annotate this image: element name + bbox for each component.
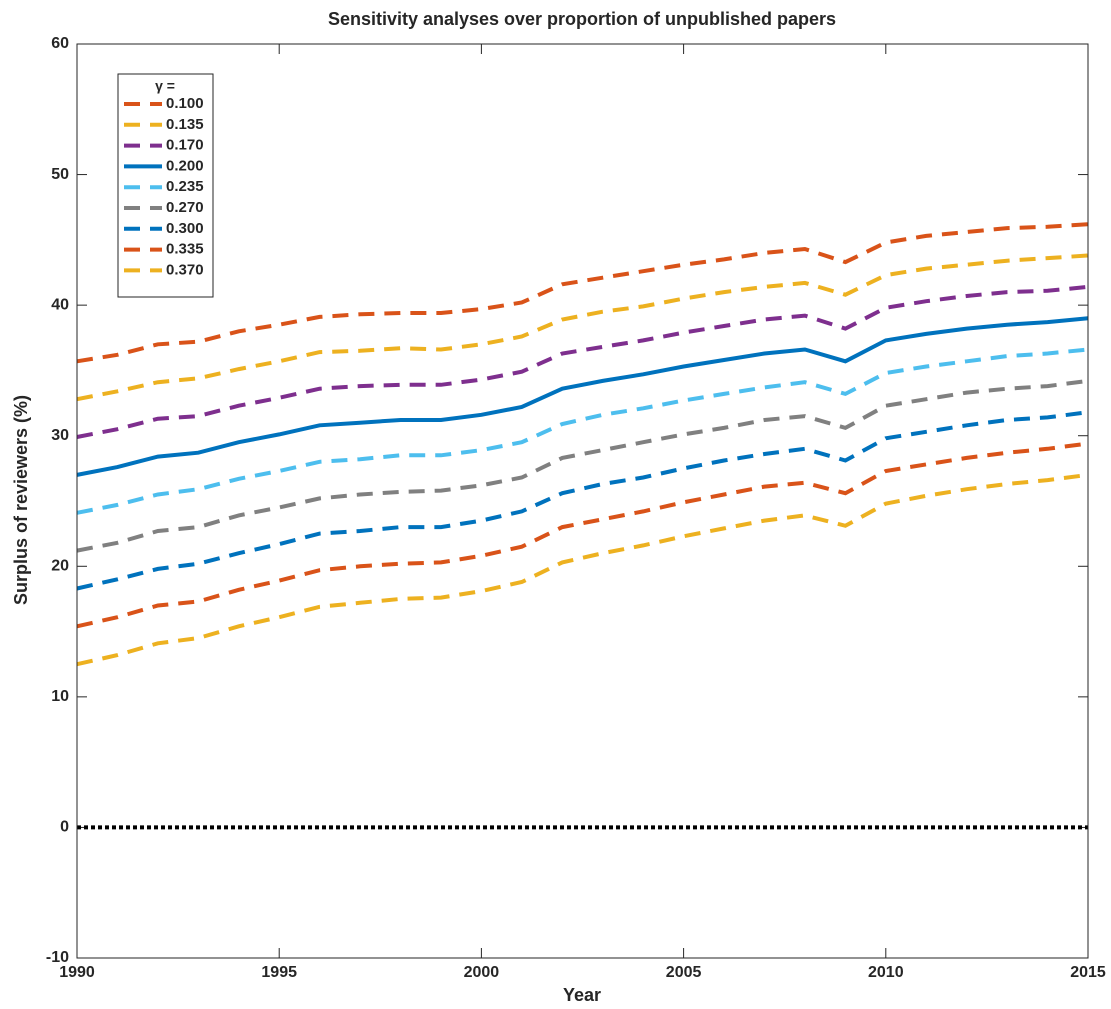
y-tick-label: 50 bbox=[51, 166, 69, 183]
y-tick-label: 20 bbox=[51, 558, 69, 575]
legend-label: 0.170 bbox=[166, 137, 204, 154]
x-tick-label: 2015 bbox=[1070, 964, 1106, 981]
series-line bbox=[76, 410, 1089, 591]
chart-title: Sensitivity analyses over proportion of … bbox=[328, 9, 836, 29]
legend-label: 0.235 bbox=[166, 178, 204, 195]
series-line bbox=[76, 378, 1089, 553]
legend-title: γ = bbox=[155, 78, 175, 94]
x-tick-label: 2005 bbox=[666, 964, 702, 981]
series-line bbox=[76, 347, 1089, 515]
legend-label: 0.300 bbox=[166, 220, 204, 237]
legend-label: 0.100 bbox=[166, 95, 204, 112]
y-tick-label: 10 bbox=[51, 688, 69, 705]
x-tick-label: 2000 bbox=[464, 964, 500, 981]
series-line bbox=[76, 472, 1089, 667]
y-tick-label: 0 bbox=[60, 819, 69, 836]
x-tick-label: 1990 bbox=[59, 964, 95, 981]
series-line bbox=[76, 441, 1089, 629]
legend-label: 0.135 bbox=[166, 116, 204, 133]
legend-label: 0.335 bbox=[166, 241, 204, 258]
x-tick-label: 1995 bbox=[261, 964, 297, 981]
y-tick-label: 30 bbox=[51, 427, 69, 444]
x-tick-label: 2010 bbox=[868, 964, 904, 981]
x-axis-label: Year bbox=[563, 985, 601, 1005]
legend-label: 0.270 bbox=[166, 199, 204, 216]
y-tick-label: -10 bbox=[46, 949, 69, 966]
plot-frame bbox=[76, 43, 1089, 959]
y-tick-label: 40 bbox=[51, 296, 69, 313]
series-line bbox=[76, 316, 1089, 477]
series-line bbox=[76, 284, 1089, 439]
series-line bbox=[76, 222, 1089, 364]
y-axis-label: Surplus of reviewers (%) bbox=[11, 395, 31, 605]
legend-label: 0.370 bbox=[166, 261, 204, 278]
y-tick-label: 60 bbox=[51, 35, 69, 52]
legend-label: 0.200 bbox=[166, 157, 204, 174]
series-line bbox=[76, 253, 1089, 402]
